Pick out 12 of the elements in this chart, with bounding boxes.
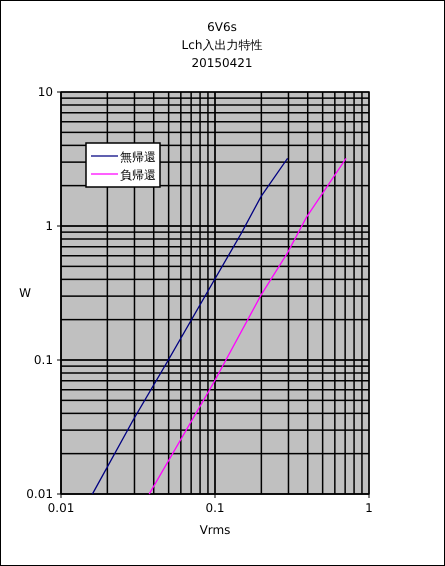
y-tick-label: 0.01 [26, 487, 53, 501]
y-axis-title: W [19, 286, 32, 300]
y-tick-label: 0.1 [34, 353, 53, 367]
chart-title: 6V6s Lch入出力特性 20150421 [182, 20, 262, 70]
x-tick-label: 0.1 [205, 501, 225, 515]
x-tick-label: 0.01 [48, 501, 74, 515]
x-tick-label: 1 [365, 501, 373, 515]
y-tick-label: 1 [45, 219, 53, 233]
legend-label: 負帰還 [120, 168, 156, 182]
y-tick-label: 10 [38, 85, 53, 99]
x-axis-title: Vrms [200, 523, 230, 537]
legend-label: 無帰還 [120, 150, 156, 164]
